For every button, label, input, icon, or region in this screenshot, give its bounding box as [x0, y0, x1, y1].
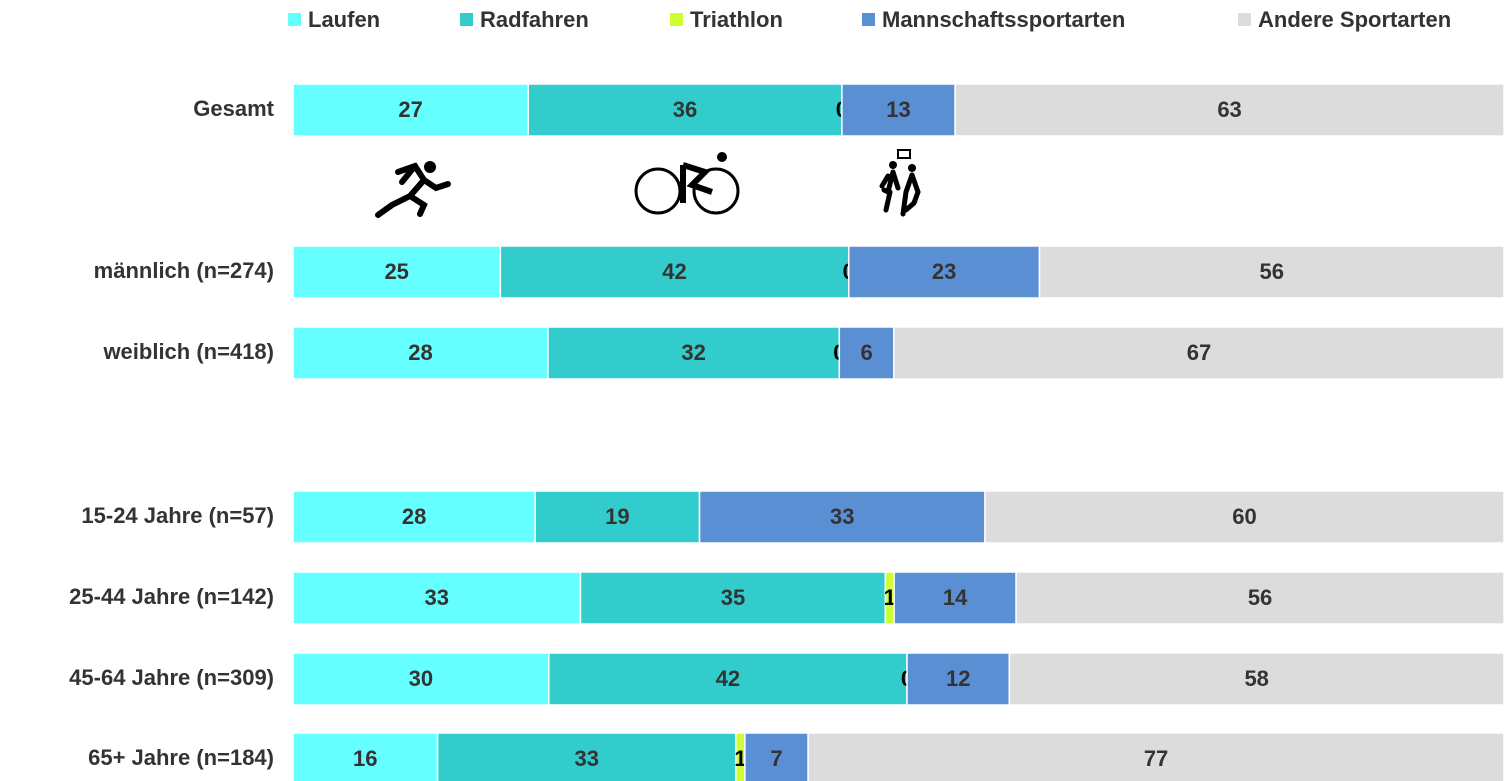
- value-label: 7: [770, 746, 782, 771]
- legend-label: Mannschaftssportarten: [882, 7, 1125, 32]
- bar-segment: [292, 732, 439, 781]
- value-label: 28: [408, 340, 432, 365]
- bar-segment: [906, 652, 1011, 706]
- y-tick-label: 65+ Jahre (n=184): [88, 745, 274, 770]
- value-label: 67: [1187, 340, 1211, 365]
- legend-swatch: [1238, 13, 1251, 26]
- icon-basketball: [879, 149, 921, 217]
- value-label: 30: [409, 666, 433, 691]
- y-tick-label: männlich (n=274): [94, 258, 274, 283]
- bar-segment: [292, 571, 582, 625]
- legend-swatch: [460, 13, 473, 26]
- value-label: 23: [932, 259, 956, 284]
- legend-label: Laufen: [308, 7, 380, 32]
- bar-segment: [744, 732, 809, 781]
- value-label: 1: [734, 746, 746, 771]
- bar-segment: [292, 652, 550, 706]
- value-label: 13: [886, 97, 910, 122]
- bar-segment: [534, 490, 701, 544]
- value-label: 19: [605, 504, 629, 529]
- value-label: 1: [884, 585, 896, 610]
- bar-segment: [1038, 245, 1505, 299]
- bar-segment: [499, 245, 850, 299]
- icon-runner: [375, 161, 451, 218]
- value-label: 60: [1232, 504, 1256, 529]
- value-label: 56: [1248, 585, 1272, 610]
- bar-segment: [292, 245, 502, 299]
- bar-segment: [838, 326, 895, 380]
- y-tick-label: weiblich (n=418): [102, 339, 274, 364]
- bar-segment: [548, 652, 908, 706]
- value-label: 42: [716, 666, 740, 691]
- bar-segment: [292, 83, 529, 137]
- bar-segment: [893, 326, 1505, 380]
- legend-swatch: [862, 13, 875, 26]
- bar-segment: [954, 83, 1505, 137]
- bar-segment: [893, 571, 1017, 625]
- y-tick-label: 45-64 Jahre (n=309): [69, 665, 274, 690]
- bar-segment: [1015, 571, 1505, 625]
- value-label: 36: [673, 97, 697, 122]
- bar-segment: [292, 490, 536, 544]
- bar-segment: [807, 732, 1505, 781]
- legend-label: Andere Sportarten: [1258, 7, 1451, 32]
- value-label: 16: [353, 746, 377, 771]
- value-label: 32: [681, 340, 705, 365]
- icon-cyclist: [634, 152, 740, 215]
- bar-segment: [841, 83, 956, 137]
- legend-swatch: [670, 13, 683, 26]
- value-label: 42: [662, 259, 686, 284]
- bar-segment: [436, 732, 737, 781]
- value-label: 12: [946, 666, 970, 691]
- bar-segment: [527, 83, 843, 137]
- value-label: 27: [398, 97, 422, 122]
- value-label: 25: [384, 259, 408, 284]
- bar-segment: [1008, 652, 1505, 706]
- legend-label: Triathlon: [690, 7, 783, 32]
- value-label: 77: [1144, 746, 1168, 771]
- value-label: 63: [1217, 97, 1241, 122]
- bar-segment: [547, 326, 841, 380]
- bar-segment: [292, 326, 549, 380]
- value-label: 33: [830, 504, 854, 529]
- value-label: 35: [721, 585, 745, 610]
- y-tick-label: 15-24 Jahre (n=57): [81, 503, 274, 528]
- legend-label: Radfahren: [480, 7, 589, 32]
- value-label: 58: [1244, 666, 1268, 691]
- value-label: 56: [1260, 259, 1284, 284]
- value-label: 14: [943, 585, 968, 610]
- legend-swatch: [288, 13, 301, 26]
- y-tick-label: 25-44 Jahre (n=142): [69, 584, 274, 609]
- bar-segment: [984, 490, 1505, 544]
- bar-segment: [847, 245, 1041, 299]
- value-label: 33: [425, 585, 449, 610]
- bar-segment: [698, 490, 986, 544]
- value-label: 28: [402, 504, 426, 529]
- value-label: 33: [574, 746, 598, 771]
- value-label: 6: [861, 340, 873, 365]
- y-tick-label: Gesamt: [193, 96, 274, 121]
